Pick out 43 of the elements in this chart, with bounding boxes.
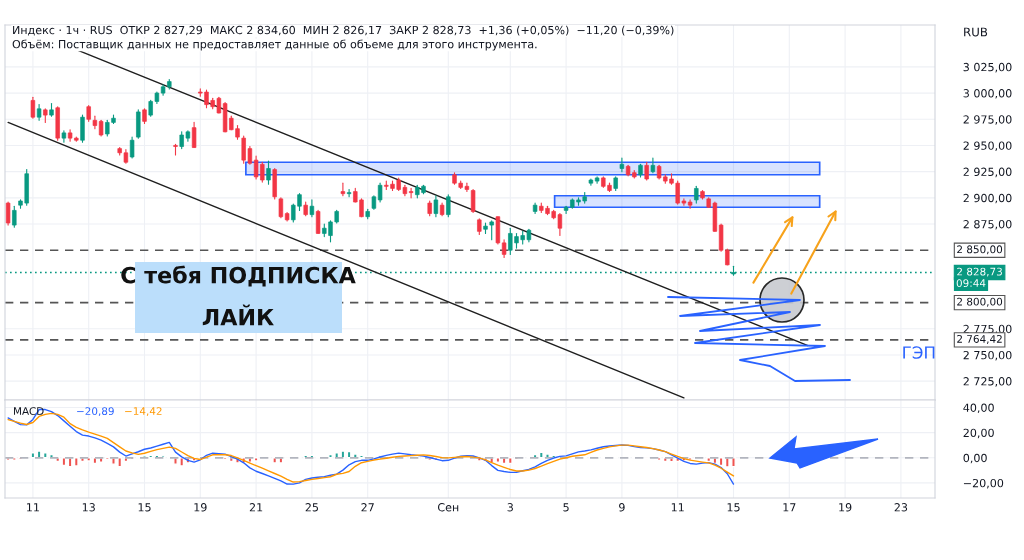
y-tick-label: 40,00 [963,403,994,414]
ref-line-label: 2 828,73 [957,267,1002,277]
y-tick-label: 2 925,00 [963,167,1012,178]
annotation: ЛАЙК [202,304,274,326]
x-tick-label: 19 [839,503,852,512]
x-tick-label: 11 [27,503,39,512]
chart-title: Индекс · 1ч · RUS ОТКР 2 827,29 МАКС 2 834,60 МИН 2 826,17 ЗАКР 2 828,73 +1,36 (+0,05%) −11,20 (−0,39%) [13,25,674,36]
x-tick-label: Сен [437,503,459,512]
y-tick-label: 2 775,00 [963,324,1012,335]
text: Объём: Поставщик данных не предоставляет данные об объеме для этого инструмента. [12,39,537,51]
x-tick-label: 25 [305,503,318,512]
ref-line-label: 2 764,42 [957,335,1002,344]
x-tick-label: 5 [563,503,569,512]
y-tick-label: 3 000,00 [963,89,1012,99]
ref-line-label: 2 850,00 [957,245,1003,255]
y-tick-label: 2 725,00 [963,377,1012,387]
x-tick-label: 15 [727,503,740,512]
y-tick-label: 3 025,00 [963,62,1012,73]
y-tick-label: 2 875,00 [963,220,1012,230]
x-tick-label: 19 [194,503,207,512]
y-tick-label: 2 750,00 [963,350,1012,361]
y-tick-label: 2 900,00 [963,193,1012,204]
annotation: −20,89 [77,407,114,417]
x-tick-label: 15 [138,503,151,512]
x-tick-label: 3 [507,503,513,512]
annotation: ГЭП [903,346,935,359]
x-tick-label: 11 [671,503,684,512]
text: RUB [964,27,988,37]
ref-line-label: 2 800,00 [957,297,1003,307]
y-tick-label: 2 975,00 [963,115,1012,125]
y-tick-label: 20,00 [963,428,994,439]
x-tick-label: 21 [249,503,263,512]
y-tick-label: 2 950,00 [963,141,1012,151]
y-tick-label: −20,00 [963,478,1004,489]
x-tick-label: 13 [82,503,95,512]
annotation: −14,42 [125,407,162,417]
x-tick-label: 9 [619,503,625,512]
x-tick-label: 17 [783,503,796,512]
y-tick-label: 0,00 [963,453,987,464]
text: 09:44 [956,279,986,288]
x-tick-label: 23 [894,503,908,512]
annotation: С тебя ПОДПИСКА [121,265,356,287]
x-tick-label: 27 [361,503,374,512]
